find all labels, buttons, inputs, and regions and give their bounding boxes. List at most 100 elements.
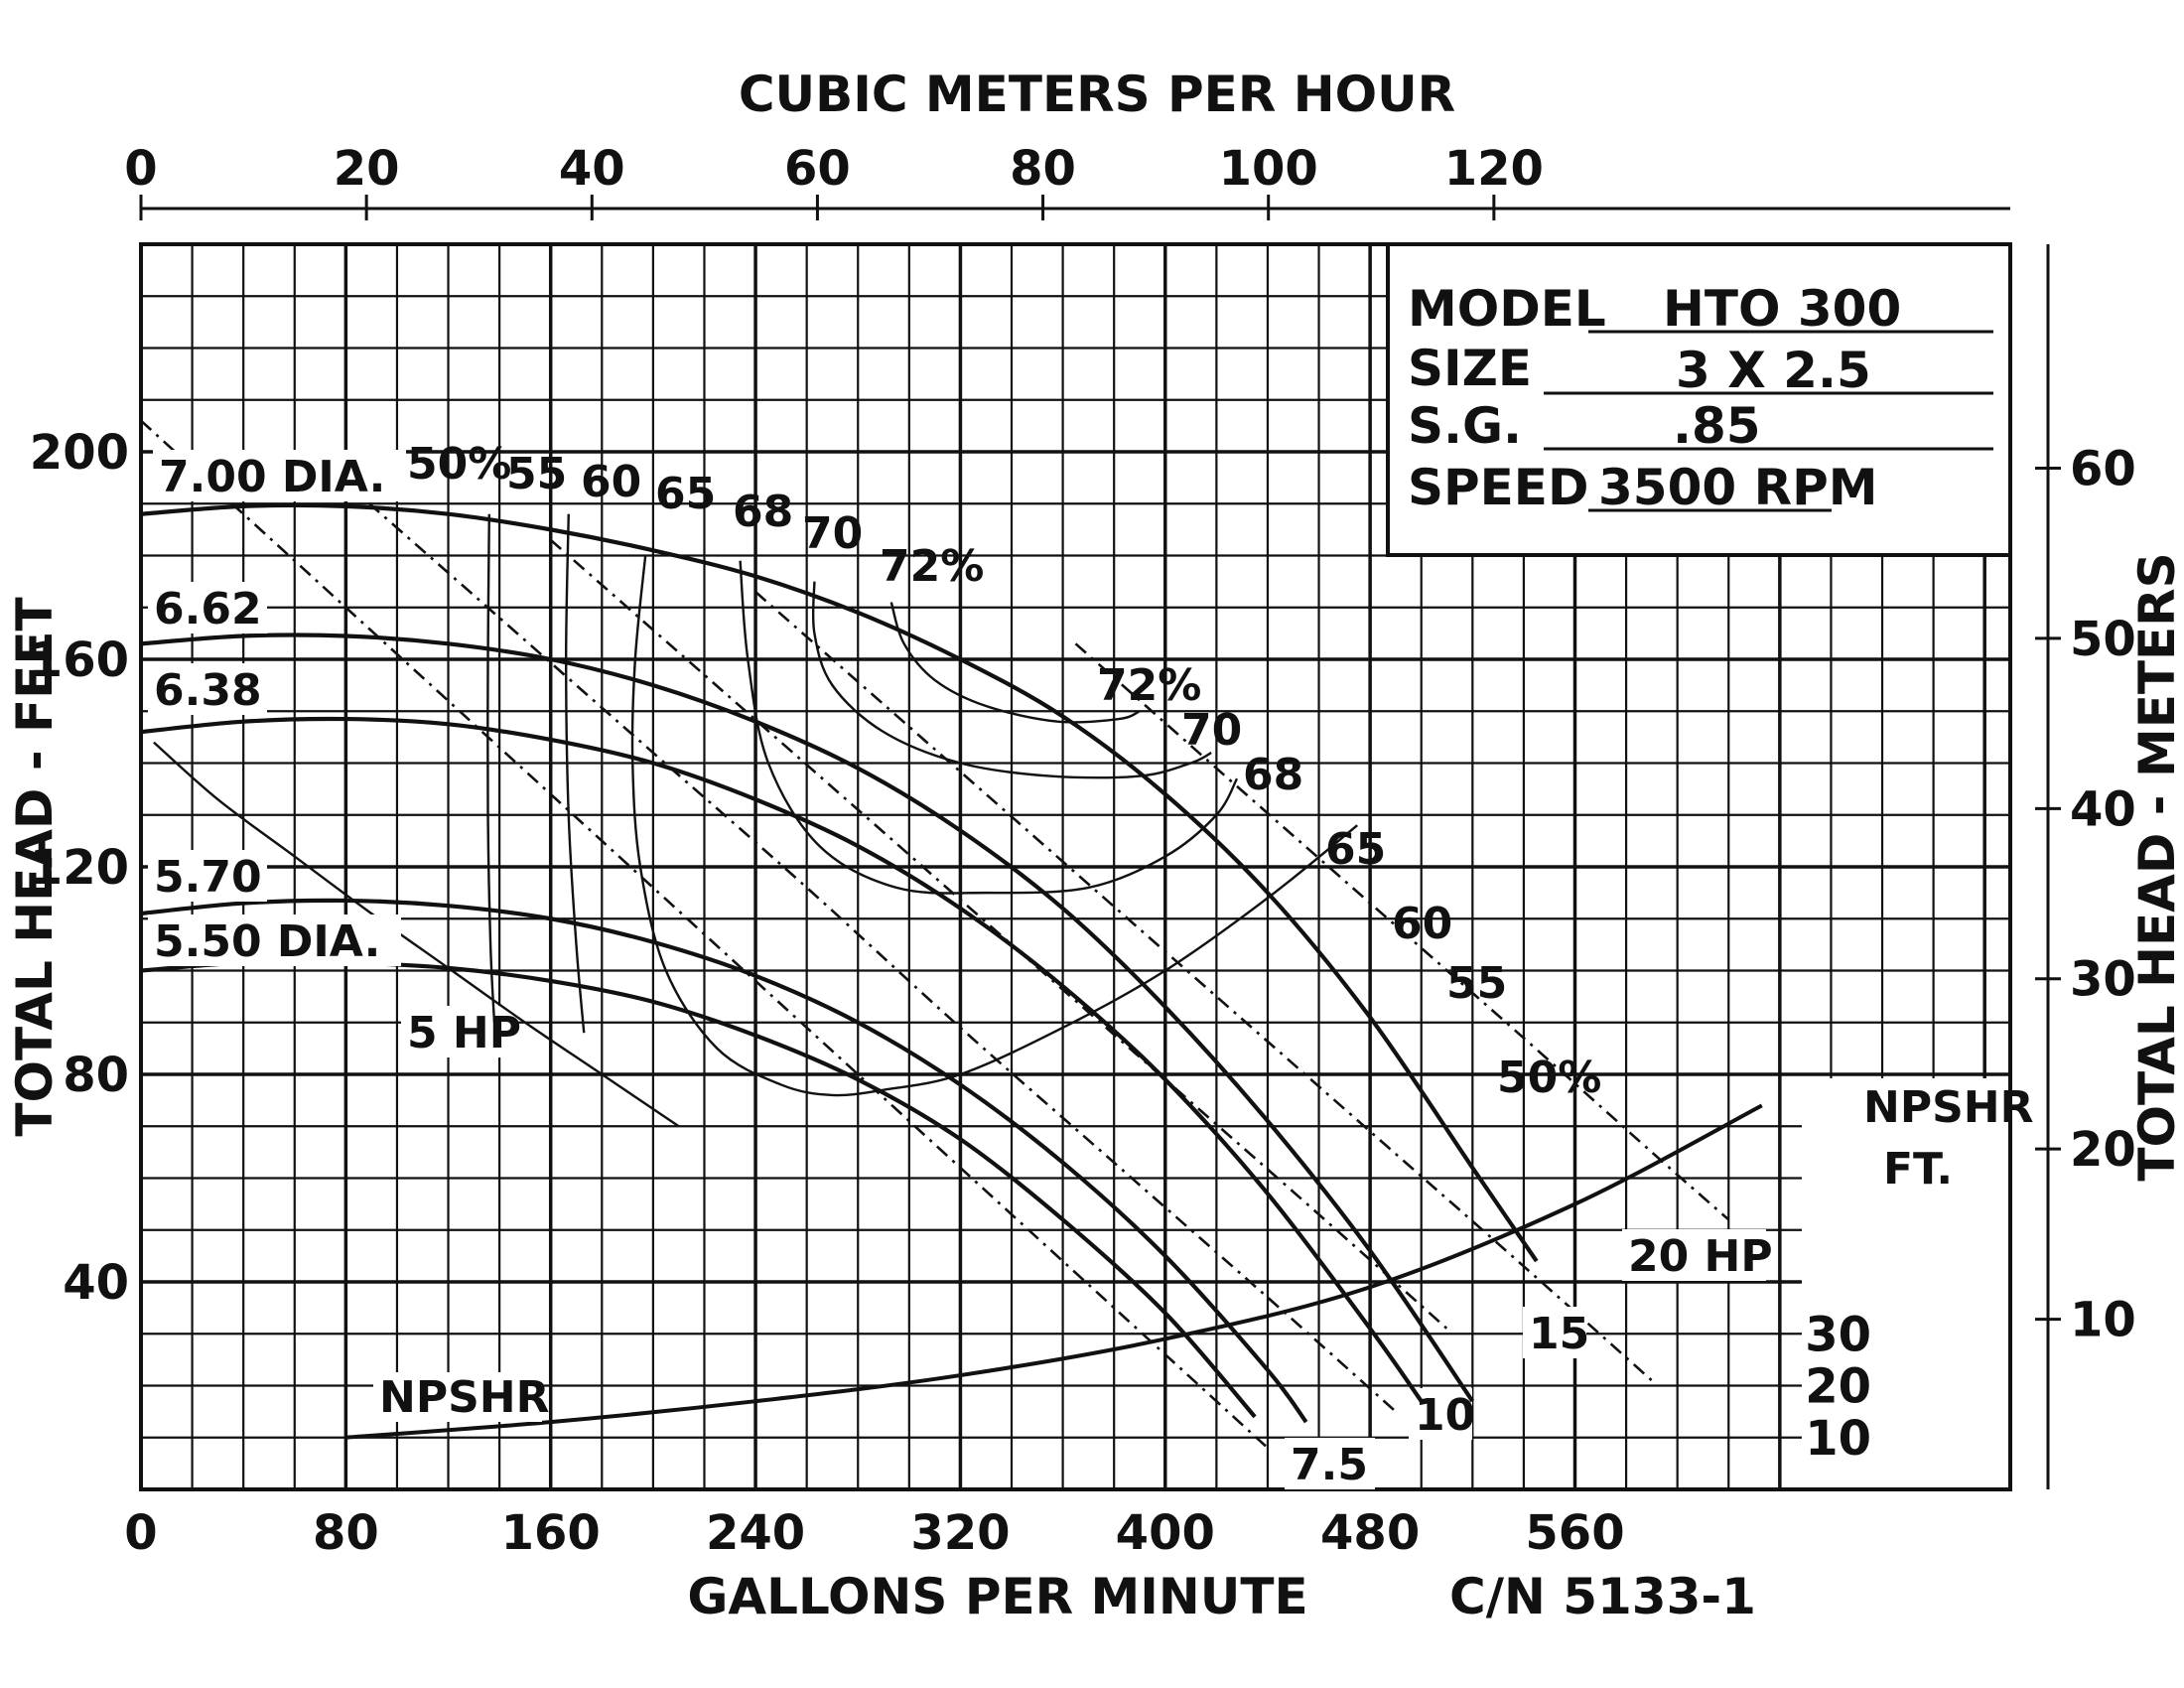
eff-label-55: 55 [506,449,567,499]
efficiency-curve [739,560,1239,895]
right-axis-ticks: 10 20 30 40 50 60 [2035,441,2136,1348]
eff-label-50: 50% [407,439,511,490]
x-tick-label: 80 [313,1505,379,1561]
hp-label-bg [1523,1307,1586,1358]
head-label-5-70: 5.70 [154,852,262,903]
eff-label-72: 72% [880,541,984,592]
eff-label-65: 65 [655,469,716,519]
eff-label-68-right: 68 [1243,750,1303,800]
catalog-number: C/N 5133-1 [1449,1568,1756,1625]
head-label-bg [148,582,267,633]
efficiency-curve [153,741,680,1128]
bottom-axis-ticks: 0 80 160 240 320 400 480 560 [124,1505,1624,1561]
x-tick-label: 0 [124,1505,157,1561]
efficiency-curve [630,555,1358,1097]
size-label: SIZE [1408,340,1532,397]
x-tick-label: 240 [706,1505,805,1561]
right-tick-label: 60 [2070,441,2136,496]
npshr-tick-label: 20 [1805,1359,1871,1415]
npshr-tick-label: 10 [1805,1411,1871,1467]
hp-label-15: 15 [1529,1309,1589,1359]
x-tick-label: 400 [1116,1505,1215,1561]
eff-label-68: 68 [733,487,793,537]
head-label-5-50: 5.50 DIA. [154,916,380,967]
x-tick-label: 160 [501,1505,601,1561]
npshr-axis-label-1: NPSHR [1863,1082,2033,1133]
head-label-bg [153,450,406,501]
info-box: MODEL HTO 300 SIZE 3 X 2.5 S.G. .85 SPEE… [1386,242,2012,557]
model-label: MODEL [1408,280,1606,338]
hp-label-5: 5 HP [407,1008,521,1058]
top-tick-label: 60 [784,141,851,197]
eff-label-60-right: 60 [1392,899,1452,949]
right-tick-label: 40 [2070,781,2136,837]
eff-label-72-right: 72% [1097,660,1201,711]
sg-value: .85 [1673,397,1761,455]
right-tick-label: 20 [2070,1122,2136,1178]
head-curve [140,898,1308,1424]
top-tick-label: 100 [1219,141,1318,197]
left-axis-title: TOTAL HEAD - FEET [6,597,64,1136]
head-label-bg [148,850,267,902]
top-tick-label: 20 [334,141,400,197]
npshr-tick-label: 30 [1805,1307,1871,1362]
eff-label-70: 70 [802,508,863,559]
eff-label-50-right: 50% [1497,1053,1601,1103]
hp-label-7-5: 7.5 [1291,1440,1368,1490]
head-label-bg [148,914,401,966]
eff-label-70-right: 70 [1181,705,1242,756]
hp-label-10: 10 [1415,1390,1475,1441]
hp-curve [344,482,1397,1413]
hp-label-20: 20 HP [1628,1231,1773,1282]
x-tick-label: 480 [1320,1505,1420,1561]
head-curve [140,502,1539,1263]
size-value: 3 X 2.5 [1676,342,1871,399]
hp-curve [549,538,1448,1331]
hp-curve [754,591,1653,1382]
npshr-scale-panel [1802,1078,2008,1487]
efficiency-curve [486,513,496,1023]
top-tick-label: 40 [559,141,625,197]
bottom-axis-title: GALLONS PER MINUTE [687,1568,1307,1625]
head-label-6-38: 6.38 [154,665,262,716]
efficiency-curve [564,513,586,1034]
efficiency-curve [889,602,1141,724]
hp-label-bg [401,1006,518,1057]
hp-label-bg [1285,1438,1375,1489]
right-tick-label: 10 [2070,1293,2136,1348]
speed-label: SPEED [1408,459,1588,516]
top-axis-title: CUBIC METERS PER HOUR [739,66,1455,123]
y-tick-label: 80 [63,1048,129,1103]
left-axis-ticks: 40 80 120 160 200 [30,425,129,1311]
head-label-bg [148,663,267,715]
x-tick-label: 320 [910,1505,1010,1561]
x-tick-label: 560 [1525,1505,1624,1561]
speed-value: 3500 RPM [1598,459,1877,516]
head-label-7-00: 7.00 DIA. [159,452,385,502]
head-label-6-62: 6.62 [154,584,262,634]
top-tick-label: 120 [1444,141,1544,197]
top-axis-ticks: 0 20 40 60 80 100 120 [124,141,1544,220]
hp-label-bg [1622,1229,1766,1281]
npshr-curve-label: NPSHR [379,1372,549,1423]
eff-label-65-right: 65 [1325,824,1386,875]
sg-label: S.G. [1408,397,1522,455]
hp-curve [1074,642,1730,1221]
y-tick-label: 200 [30,425,129,481]
eff-label-60: 60 [581,457,641,507]
right-tick-label: 30 [2070,952,2136,1008]
head-curve [140,716,1424,1403]
plot-frame [139,242,2012,1491]
npshr-axis-label-2: FT. [1883,1144,1953,1195]
head-curve [140,633,1475,1403]
y-tick-label: 40 [63,1255,129,1311]
right-tick-label: 50 [2070,612,2136,667]
top-tick-label: 80 [1010,141,1076,197]
model-value: HTO 300 [1663,280,1901,338]
npshr-label-bg [373,1372,542,1422]
y-tick-label: 120 [30,840,129,896]
hp-curve [140,419,1269,1450]
